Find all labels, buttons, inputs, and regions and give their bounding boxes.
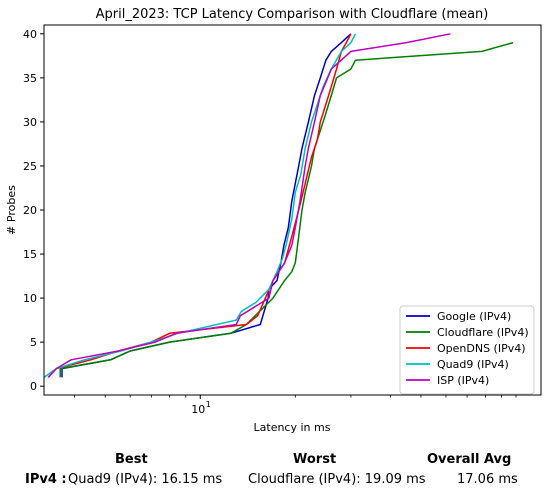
best-value: Quad9 (IPv4): 16.15 ms (68, 472, 223, 487)
series-line-1 (59, 41, 514, 378)
y-tick-label: 0 (30, 380, 37, 393)
chart: April_2023: TCP Latency Comparison with … (5, 7, 542, 434)
legend: Google (IPv4) Cloudflare (IPv4) OpenDNS (I… (399, 305, 535, 395)
x-tick-label: 10 (191, 403, 205, 416)
legend-box (399, 305, 535, 395)
x-tick-exponent: 1 (206, 400, 211, 409)
worst-value: Cloudflare (IPv4): 19.09 ms (248, 472, 426, 487)
y-tick-label: 20 (23, 204, 37, 217)
y-tick-label: 15 (23, 248, 37, 261)
y-tick-label: 25 (23, 160, 37, 173)
y-axis-label: # Probes (5, 185, 18, 235)
overall-avg-header: Overall Avg (427, 452, 512, 467)
legend-label: Quad9 (IPv4) (437, 358, 509, 371)
legend-label: ISP (IPv4) (437, 374, 489, 387)
y-tick-label: 40 (23, 28, 37, 41)
series-line-3 (43, 33, 357, 379)
y-tick-label: 5 (30, 336, 37, 349)
legend-label: OpenDNS (IPv4) (437, 342, 526, 355)
chart-title: April_2023: TCP Latency Comparison with … (96, 7, 489, 22)
summary-table: Best Worst Overall Avg IPv4 : Quad9 (IPv… (0, 450, 548, 494)
series-line-4 (47, 33, 451, 378)
ipv4-row-label: IPv4 : (25, 472, 67, 487)
y-tick-label: 30 (23, 116, 37, 129)
y-tick-label: 35 (23, 72, 37, 85)
x-axis-label: Latency in ms (254, 421, 331, 434)
best-header: Best (115, 452, 148, 467)
legend-label: Google (IPv4) (437, 310, 511, 323)
overall-avg-value: 17.06 ms (457, 472, 518, 487)
worst-header: Worst (293, 452, 337, 467)
y-tick-label: 10 (23, 292, 37, 305)
legend-label: Cloudflare (IPv4) (437, 326, 529, 339)
series-line-0 (61, 33, 352, 378)
series-line-2 (47, 33, 352, 378)
